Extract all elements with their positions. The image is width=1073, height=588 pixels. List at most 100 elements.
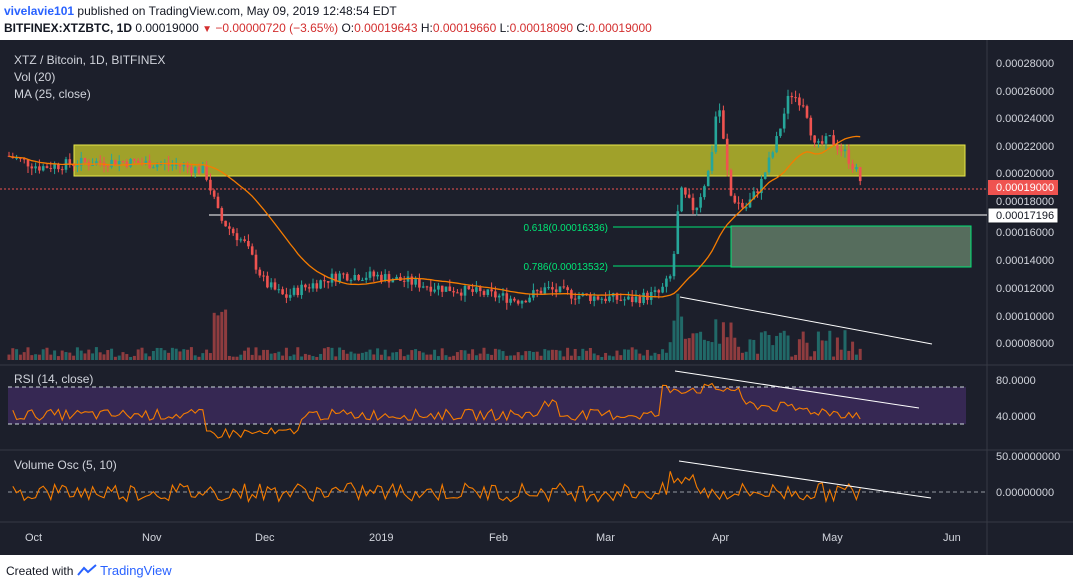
volume-bar bbox=[835, 337, 839, 360]
candle-body bbox=[467, 285, 471, 290]
volume-bar bbox=[672, 320, 676, 360]
candle-body bbox=[798, 97, 801, 106]
candle-body bbox=[349, 280, 353, 282]
candle-body bbox=[665, 278, 668, 287]
volume-bar bbox=[699, 331, 703, 360]
volume-bar bbox=[292, 354, 296, 360]
chart-area[interactable]: 0.618(0.00016336) 0.786(0.00013532) XTZ … bbox=[0, 40, 1073, 555]
candle-body bbox=[368, 271, 372, 278]
candle-body bbox=[794, 97, 797, 99]
candle-body bbox=[547, 287, 550, 289]
volume-bar bbox=[125, 354, 129, 360]
candle-body bbox=[239, 239, 243, 241]
volume-bar bbox=[452, 355, 456, 360]
chart-canvas[interactable]: 0.618(0.00016336) 0.786(0.00013532) XTZ … bbox=[0, 40, 1073, 555]
volume-bar bbox=[87, 349, 91, 360]
candle-body bbox=[410, 276, 414, 285]
candle-body bbox=[429, 286, 433, 292]
candle-body bbox=[201, 165, 205, 174]
volume-bar bbox=[771, 345, 775, 360]
candle-body bbox=[756, 191, 759, 194]
candle-body bbox=[592, 296, 596, 301]
price-tick: 0.00016000 bbox=[996, 227, 1054, 239]
volume-trendline[interactable] bbox=[679, 296, 933, 345]
volume-bar bbox=[136, 349, 140, 360]
volume-bar bbox=[75, 347, 79, 360]
volume-bar bbox=[246, 347, 250, 360]
candle-body bbox=[53, 164, 56, 169]
candle-body bbox=[418, 279, 421, 288]
volume-bar bbox=[227, 355, 231, 360]
candle-body bbox=[843, 149, 847, 152]
volume-bar bbox=[98, 352, 102, 360]
volume-bar bbox=[296, 347, 300, 360]
candle-body bbox=[117, 161, 121, 166]
volume-bar bbox=[763, 331, 767, 360]
candle-body bbox=[771, 152, 775, 158]
candle-body bbox=[817, 141, 820, 143]
candle-body bbox=[258, 269, 262, 276]
candle-body bbox=[433, 289, 436, 292]
volume-bar bbox=[353, 353, 357, 360]
volume-bar bbox=[83, 353, 87, 360]
candle-body bbox=[847, 149, 851, 164]
volume-bar bbox=[106, 350, 110, 360]
candle-body bbox=[684, 187, 687, 195]
volume-bar bbox=[813, 351, 817, 360]
candle-body bbox=[748, 199, 752, 208]
close-value: 0.00019000 bbox=[588, 21, 652, 35]
osc-trendline[interactable] bbox=[678, 460, 932, 499]
volume-bar bbox=[273, 353, 277, 360]
candle-body bbox=[372, 271, 376, 277]
tradingview-brand-link[interactable]: TradingView bbox=[100, 563, 172, 578]
volume-bar bbox=[326, 347, 330, 360]
volume-bar bbox=[524, 351, 528, 360]
open-label: O: bbox=[341, 21, 355, 35]
volume-bar bbox=[364, 351, 368, 360]
volume-bar bbox=[687, 338, 691, 360]
volume-bar bbox=[140, 347, 144, 360]
time-label: May bbox=[822, 532, 843, 544]
candle-body bbox=[729, 170, 733, 196]
symbol-label: BITFINEX:XTZBTC, 1D bbox=[4, 21, 132, 35]
candle-body bbox=[566, 287, 569, 291]
candle-body bbox=[83, 157, 87, 163]
time-label: Jun bbox=[943, 532, 961, 544]
volume-bar bbox=[398, 349, 402, 360]
volume-bar bbox=[691, 333, 695, 360]
price-axis[interactable]: 0.00028000 0.00026000 0.00024000 0.00022… bbox=[996, 58, 1054, 350]
volume-bar bbox=[775, 335, 779, 360]
candle-body bbox=[57, 164, 60, 170]
volume-bar bbox=[668, 342, 672, 360]
candle-body bbox=[72, 164, 75, 167]
time-label: Dec bbox=[255, 532, 275, 544]
volume-bar bbox=[615, 350, 619, 360]
volume-bar bbox=[440, 348, 444, 360]
volume-bar bbox=[288, 356, 292, 360]
candle-body bbox=[657, 290, 661, 293]
candle-body bbox=[741, 202, 744, 208]
symbol-info: BITFINEX:XTZBTC, 1D 0.00019000 ▼ −0.0000… bbox=[4, 21, 652, 35]
candle-body bbox=[342, 273, 345, 275]
volume-bar bbox=[117, 355, 121, 360]
username-link[interactable]: vivelavie101 bbox=[4, 4, 75, 18]
volume-bar bbox=[619, 355, 623, 360]
candle-body bbox=[148, 160, 151, 169]
fib-zone[interactable] bbox=[730, 225, 972, 268]
candles-series[interactable] bbox=[7, 89, 862, 310]
candle-body bbox=[182, 164, 186, 167]
candle-body bbox=[718, 110, 721, 117]
candle-body bbox=[22, 158, 26, 160]
volume-bar bbox=[858, 348, 862, 360]
candle-body bbox=[482, 291, 486, 295]
volume-bar bbox=[714, 319, 718, 360]
resistance-zone[interactable] bbox=[73, 144, 966, 177]
volume-bar bbox=[623, 349, 627, 360]
volume-bar bbox=[725, 337, 729, 360]
candle-body bbox=[250, 246, 254, 255]
rsi-trendline[interactable] bbox=[674, 370, 920, 409]
candle-body bbox=[216, 196, 220, 209]
vol-pane-label: Vol (20) bbox=[14, 70, 55, 84]
time-axis[interactable]: Oct Nov Dec 2019 Feb Mar Apr May Jun bbox=[25, 532, 961, 544]
rsi-tick: 40.0000 bbox=[996, 411, 1036, 423]
